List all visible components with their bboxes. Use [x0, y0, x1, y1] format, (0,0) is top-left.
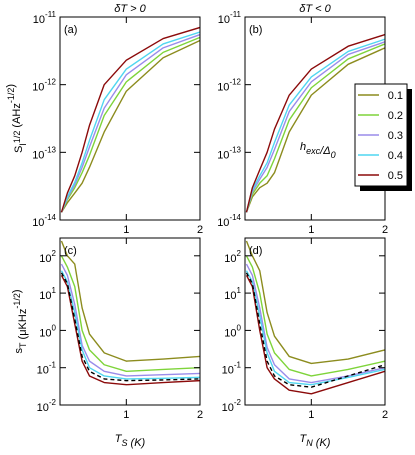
- x-tick-label: 2: [382, 224, 388, 236]
- series-line: [245, 240, 385, 365]
- label-part: (μKHz: [17, 309, 29, 343]
- series-line: [60, 33, 200, 213]
- panel-label: (a): [64, 24, 77, 36]
- label-part: 1/2: [12, 131, 22, 144]
- label-part: T: [300, 433, 308, 445]
- panel-label: (c): [64, 245, 77, 257]
- label-part: T: [115, 433, 123, 445]
- plot-frame: [59, 16, 201, 221]
- y-tick-label: 10-11: [33, 10, 57, 26]
- label-part: I: [18, 143, 28, 146]
- series-line: [245, 41, 385, 213]
- label-part: (K): [313, 437, 331, 449]
- label-part: (AHz: [11, 103, 23, 131]
- label-part: ): [5, 84, 17, 88]
- x-axis-label: TS (K): [115, 433, 146, 449]
- series-line: [245, 274, 385, 395]
- label-part: T: [18, 342, 28, 348]
- y-tick-label: 10-12: [217, 78, 241, 94]
- y-tick-label: 100: [39, 323, 56, 339]
- series-line: [245, 47, 385, 213]
- y-axis-label: SI1/2 (AHz-1/2): [5, 84, 28, 153]
- label-part: 0: [331, 150, 336, 160]
- series-line: [245, 33, 385, 213]
- y-tick-label: 10-14: [32, 213, 56, 229]
- series-line: [60, 255, 200, 373]
- panel-label: (d): [249, 245, 262, 257]
- legend-label: 0.4: [388, 150, 403, 162]
- y-tick-label: 10-11: [218, 10, 242, 26]
- series-line: [245, 270, 385, 386]
- label-part: ): [11, 289, 23, 293]
- label-part: -1/2: [6, 88, 16, 104]
- label-part: h: [300, 141, 306, 153]
- series-line: [245, 272, 385, 388]
- label-part: s: [13, 348, 25, 354]
- series-line: [245, 43, 385, 213]
- series-line: [60, 39, 200, 213]
- legend-label: 0.1: [388, 90, 403, 102]
- y-tick-label: 102: [39, 249, 56, 265]
- series-line: [245, 255, 385, 377]
- plot-frame: [59, 237, 201, 406]
- series-line: [60, 240, 200, 362]
- legend-label: 0.5: [388, 170, 403, 182]
- label-part: S: [13, 146, 25, 153]
- label-part: N: [306, 438, 313, 448]
- y-tick-label: 100: [224, 323, 241, 339]
- y-tick-label: 10-12: [32, 78, 56, 94]
- label-part: S: [121, 438, 127, 448]
- series-line: [60, 272, 200, 382]
- x-tick-label: 1: [308, 409, 314, 421]
- legend-title: hexc/Δ0: [300, 141, 336, 160]
- label-part: exc: [306, 146, 321, 156]
- x-tick-label: 2: [197, 409, 203, 421]
- x-axis-label: TN (K): [300, 433, 331, 449]
- series-line: [60, 36, 200, 213]
- y-tick-label: 101: [39, 286, 56, 302]
- y-tick-label: 10-13: [217, 145, 241, 161]
- panel-title: δT < 0: [299, 3, 331, 15]
- series-line: [60, 26, 200, 213]
- label-part: (K): [128, 437, 146, 449]
- y-tick-label: 10-13: [32, 145, 56, 161]
- x-tick-label: 1: [123, 409, 129, 421]
- legend-box: [354, 83, 408, 187]
- panel-label: (b): [249, 24, 262, 36]
- y-axis-label: sT (μKHz-1/2): [11, 289, 29, 353]
- x-tick-label: 1: [308, 224, 314, 236]
- series-line: [60, 31, 200, 213]
- panel-title: δT > 0: [114, 3, 146, 15]
- legend-label: 0.3: [388, 130, 403, 142]
- y-tick-label: 10-2: [222, 398, 242, 414]
- label-part: -1/2: [12, 293, 22, 309]
- y-tick-label: 101: [224, 286, 241, 302]
- series-line: [245, 38, 385, 213]
- y-tick-label: 10-14: [217, 213, 241, 229]
- y-tick-label: 10-1: [37, 361, 57, 377]
- x-tick-label: 2: [382, 409, 388, 421]
- series-line: [60, 263, 200, 377]
- legend-label: 0.2: [388, 110, 403, 122]
- label-part: /Δ: [319, 145, 330, 157]
- x-tick-label: 1: [123, 224, 129, 236]
- series-line: [245, 263, 385, 384]
- series-line: [60, 274, 200, 386]
- y-tick-label: 10-1: [222, 361, 242, 377]
- y-tick-label: 102: [224, 249, 241, 265]
- y-tick-label: 10-2: [37, 398, 57, 414]
- plot-frame: [244, 237, 386, 406]
- x-tick-label: 2: [197, 224, 203, 236]
